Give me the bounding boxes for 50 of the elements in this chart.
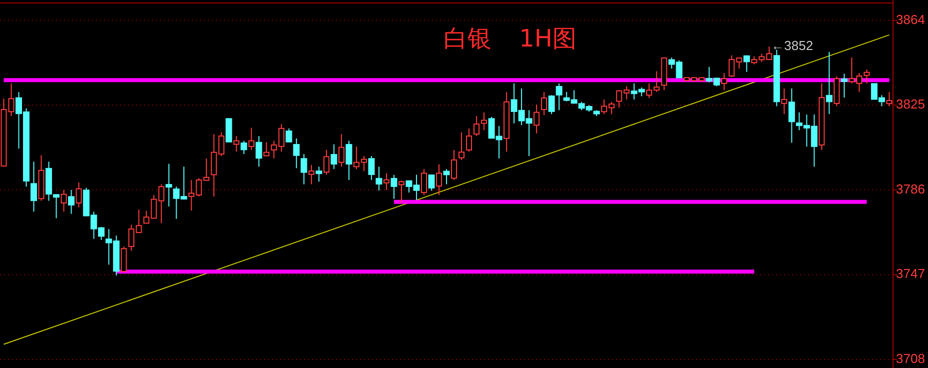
candlestick — [556, 82, 562, 111]
candlestick — [721, 72, 728, 91]
y-tick-label: 3864 — [896, 12, 925, 27]
candlestick — [338, 134, 344, 168]
candlestick — [120, 246, 127, 272]
candlestick — [781, 88, 788, 115]
candlestick — [30, 161, 38, 212]
candlestick — [390, 174, 398, 200]
candlestick — [368, 156, 375, 180]
candlestick — [743, 54, 750, 72]
candlestick — [451, 149, 458, 180]
candlestick — [60, 189, 67, 212]
candlestick — [458, 132, 465, 160]
candlestick — [293, 138, 300, 169]
y-tick-label: 3747 — [896, 266, 925, 282]
candlestick — [263, 142, 270, 156]
y-tick-label: 3708 — [896, 350, 925, 366]
candlestick — [76, 182, 82, 208]
candlestick — [466, 128, 472, 152]
candlestick — [308, 164, 314, 185]
candlestick — [166, 163, 172, 207]
candlestick — [286, 128, 292, 143]
candlestick — [534, 104, 540, 134]
candlestick — [541, 92, 548, 116]
candlestick — [248, 127, 254, 150]
candlestick — [398, 180, 404, 204]
candlestick — [428, 174, 435, 192]
candlestick — [436, 164, 442, 196]
y-tick-label: 3786 — [896, 181, 925, 196]
candlestick — [443, 168, 450, 185]
candlestick — [376, 166, 382, 192]
y-tick-label: 3825 — [896, 96, 925, 112]
text: 白银 1H图 — [444, 24, 576, 53]
candlestick — [256, 136, 262, 168]
annotation: ←3852 — [771, 38, 814, 53]
candlestick — [346, 140, 352, 180]
candlestick — [826, 51, 832, 115]
candlestick — [420, 168, 427, 196]
candlestick — [323, 149, 330, 176]
candlestick — [316, 166, 322, 182]
candlestick — [548, 94, 555, 115]
candlestick — [788, 88, 795, 144]
candlestick — [240, 140, 248, 155]
candlestick — [233, 136, 240, 152]
candlestick — [68, 189, 75, 214]
candlestick — [383, 172, 390, 190]
candlestick — [300, 154, 308, 185]
candlestick — [226, 118, 232, 143]
candlestick — [840, 73, 848, 98]
candlestick — [330, 144, 338, 170]
